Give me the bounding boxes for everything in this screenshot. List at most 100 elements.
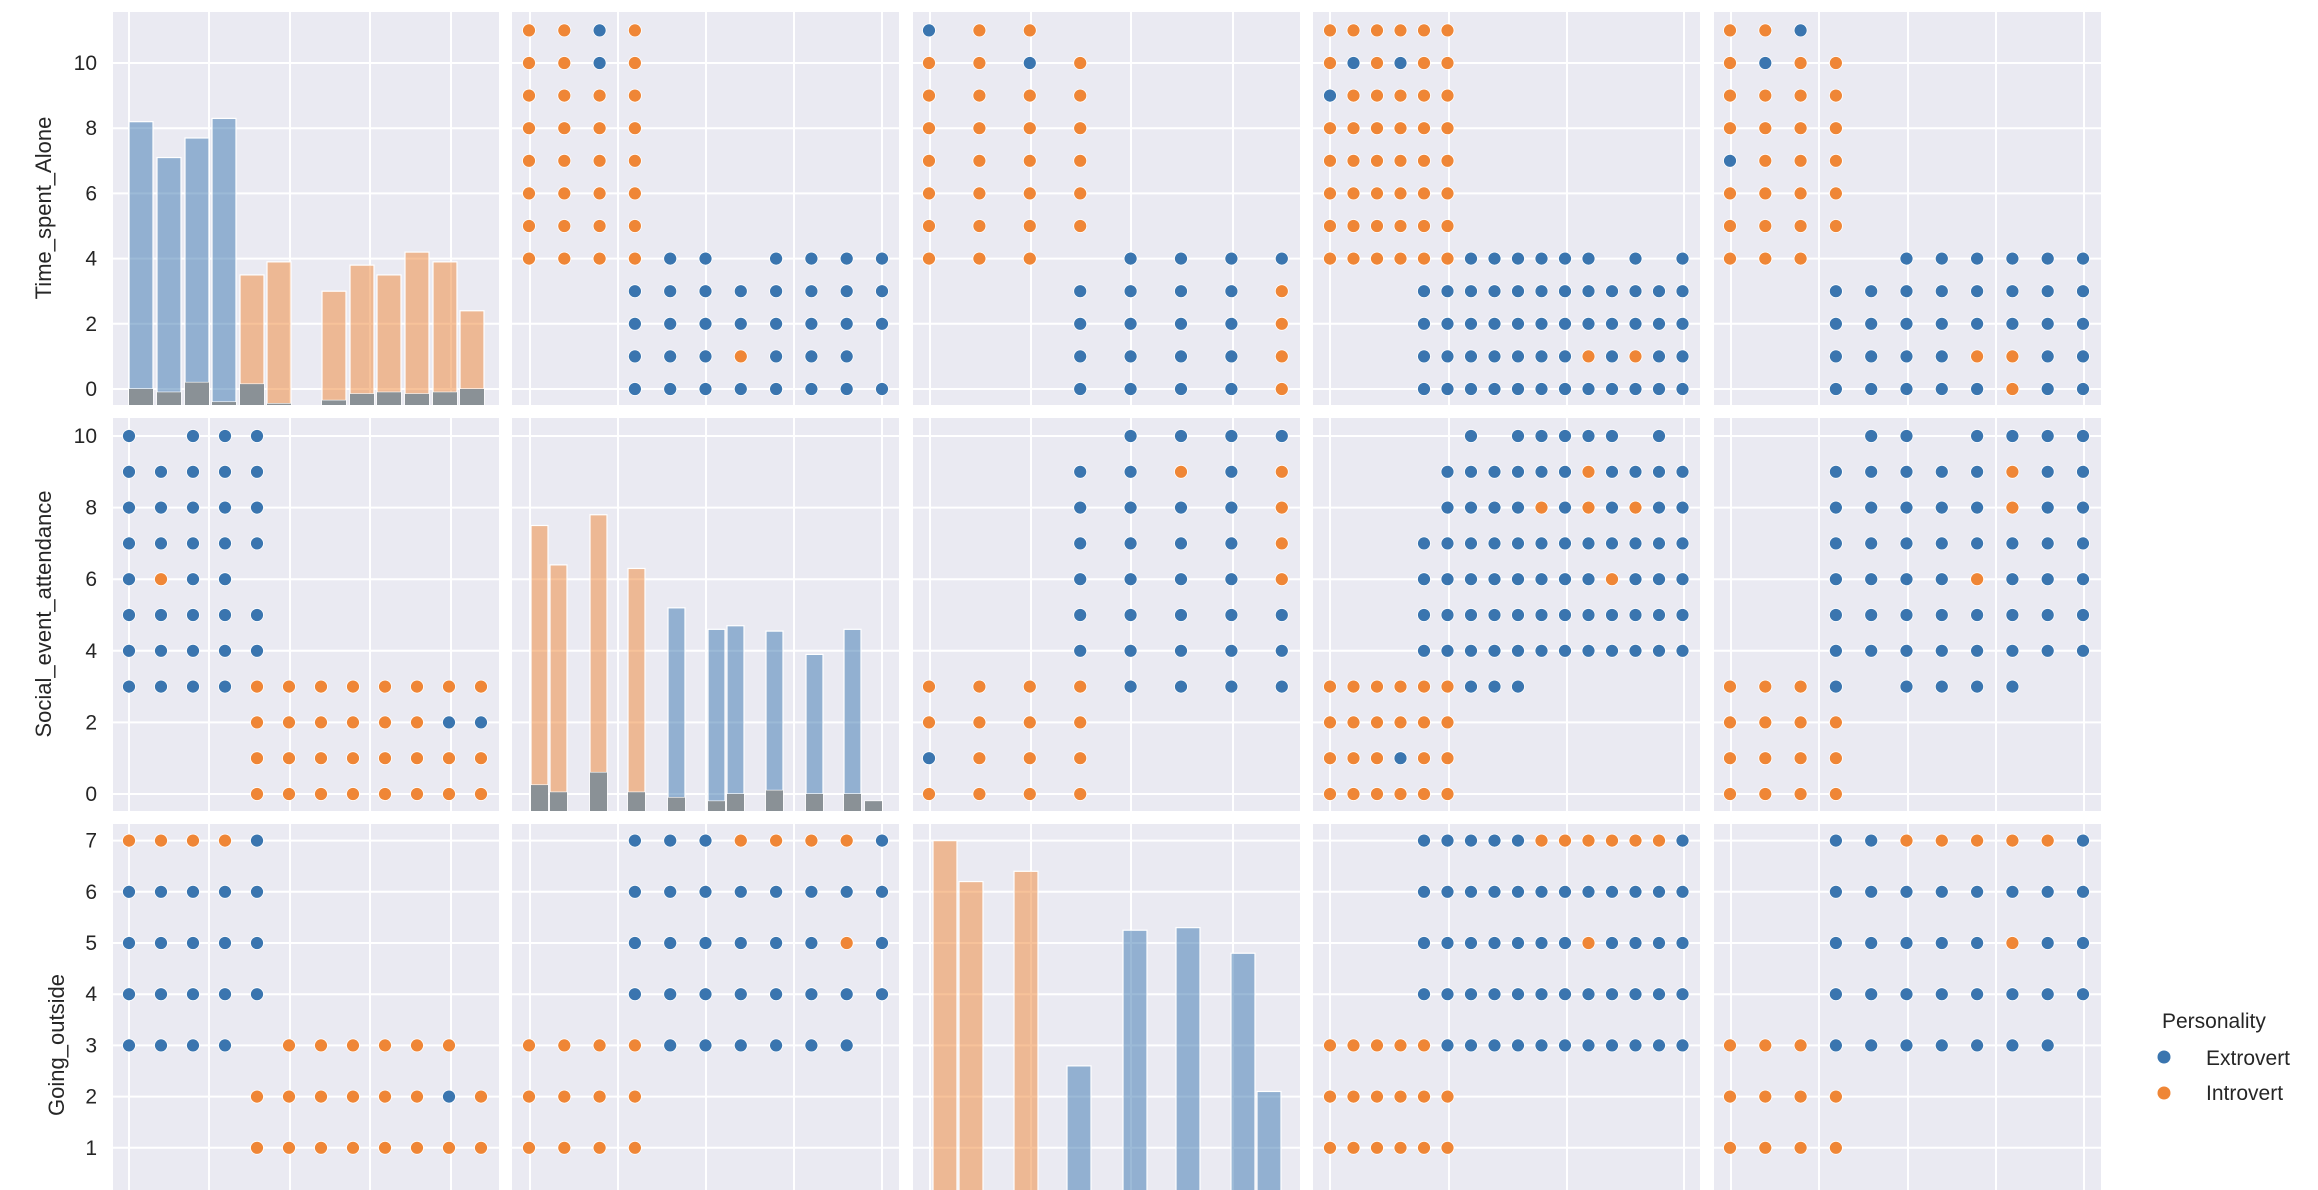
- histogram-bar: [1066, 1065, 1092, 1190]
- y-label-social-event-attendance: Social_event_attendance: [31, 490, 56, 737]
- scatter-point: [1829, 464, 1843, 479]
- scatter-point: [154, 987, 168, 1002]
- y-tick-label: 8: [85, 117, 97, 140]
- scatter-point: [1934, 349, 1949, 364]
- scatter-point: [1970, 1038, 1984, 1053]
- scatter-point: [1346, 186, 1361, 201]
- scatter-point: [1417, 608, 1431, 622]
- scatter-point: [122, 429, 136, 443]
- scatter-point: [1829, 316, 1843, 331]
- scatter-point: [1123, 349, 1138, 364]
- scatter-point: [1829, 679, 1843, 694]
- scatter-point: [1899, 349, 1914, 364]
- scatter-point: [1723, 88, 1737, 103]
- scatter-point: [1346, 88, 1361, 103]
- scatter-point: [1274, 251, 1289, 266]
- scatter-point: [410, 1089, 424, 1104]
- scatter-point: [972, 121, 987, 136]
- scatter-point: [1440, 1089, 1455, 1104]
- scatter-point: [1758, 1089, 1773, 1104]
- scatter-point: [186, 572, 200, 587]
- scatter-point: [1899, 251, 1914, 266]
- scatter-point: [2076, 464, 2090, 479]
- scatter-point: [733, 987, 748, 1002]
- scatter-point: [474, 1089, 488, 1104]
- scatter-point: [122, 536, 136, 551]
- scatter-point: [1652, 382, 1666, 396]
- scatter-point: [250, 787, 264, 801]
- scatter-point: [250, 1140, 264, 1155]
- scatter-point: [1934, 884, 1949, 899]
- scatter-point: [1829, 787, 1843, 801]
- panel-background: [113, 824, 499, 1190]
- scatter-point: [875, 987, 889, 1002]
- scatter-point: [1073, 751, 1088, 766]
- scatter-point: [378, 1038, 392, 1053]
- scatter-point: [1346, 715, 1361, 730]
- scatter-point: [1274, 536, 1289, 551]
- y-tick-label: 1: [85, 1137, 97, 1160]
- scatter-point: [282, 1089, 296, 1104]
- scatter-point: [1370, 1038, 1384, 1053]
- scatter-point: [1174, 536, 1188, 551]
- scatter-point: [875, 284, 889, 299]
- scatter-point: [1970, 608, 1984, 622]
- scatter-point: [2076, 987, 2090, 1002]
- scatter-point: [804, 1038, 819, 1053]
- scatter-point: [1346, 56, 1361, 70]
- scatter-point: [1022, 787, 1037, 801]
- y-tick-label: 6: [85, 881, 97, 904]
- scatter-point: [1934, 833, 1949, 848]
- scatter-point: [1970, 936, 1984, 950]
- scatter-point: [1934, 987, 1949, 1002]
- scatter-point: [1440, 251, 1455, 266]
- scatter-point: [1829, 1140, 1843, 1155]
- scatter-point: [1417, 536, 1431, 551]
- scatter-point: [875, 884, 889, 899]
- scatter-point: [1440, 219, 1455, 233]
- scatter-point: [1605, 884, 1619, 899]
- scatter-point: [250, 936, 264, 950]
- scatter-point: [1440, 787, 1455, 801]
- scatter-point: [769, 1038, 783, 1053]
- scatter-point: [733, 284, 748, 299]
- scatter-point: [186, 1038, 200, 1053]
- scatter-point: [2076, 316, 2090, 331]
- scatter-point: [1417, 316, 1431, 331]
- scatter-point: [1417, 382, 1431, 396]
- scatter-point: [1440, 884, 1455, 899]
- scatter-point: [522, 153, 536, 168]
- histogram-bar: [549, 564, 568, 811]
- scatter-point: [972, 787, 987, 801]
- scatter-point: [1970, 884, 1984, 899]
- scatter-point: [839, 284, 854, 299]
- scatter-point: [1323, 219, 1337, 233]
- scatter-point: [592, 1038, 607, 1053]
- scatter-point: [1323, 153, 1337, 168]
- scatter-point: [628, 23, 642, 38]
- scatter-point: [122, 608, 136, 622]
- scatter-point: [1723, 56, 1737, 70]
- scatter-point: [1224, 536, 1239, 551]
- scatter-point: [592, 186, 607, 201]
- scatter-point: [1628, 936, 1643, 950]
- scatter-point: [1274, 382, 1289, 396]
- scatter-point: [1274, 608, 1289, 622]
- scatter-point: [1346, 23, 1361, 38]
- scatter-point: [1464, 643, 1478, 658]
- scatter-point: [1323, 88, 1337, 103]
- scatter-point: [1224, 679, 1239, 694]
- scatter-point: [769, 833, 783, 848]
- y-axis-labels: Time_spent_Alone Social_event_attendance…: [31, 117, 69, 1116]
- scatter-point: [1723, 715, 1737, 730]
- scatter-point: [1970, 679, 1984, 694]
- scatter-point: [875, 316, 889, 331]
- scatter-point: [1758, 787, 1773, 801]
- scatter-point: [1581, 884, 1596, 899]
- scatter-point: [1370, 679, 1384, 694]
- scatter-point: [1581, 284, 1596, 299]
- scatter-point: [1440, 56, 1455, 70]
- scatter-point: [1652, 987, 1666, 1002]
- scatter-point: [1464, 500, 1478, 515]
- scatter-point: [122, 500, 136, 515]
